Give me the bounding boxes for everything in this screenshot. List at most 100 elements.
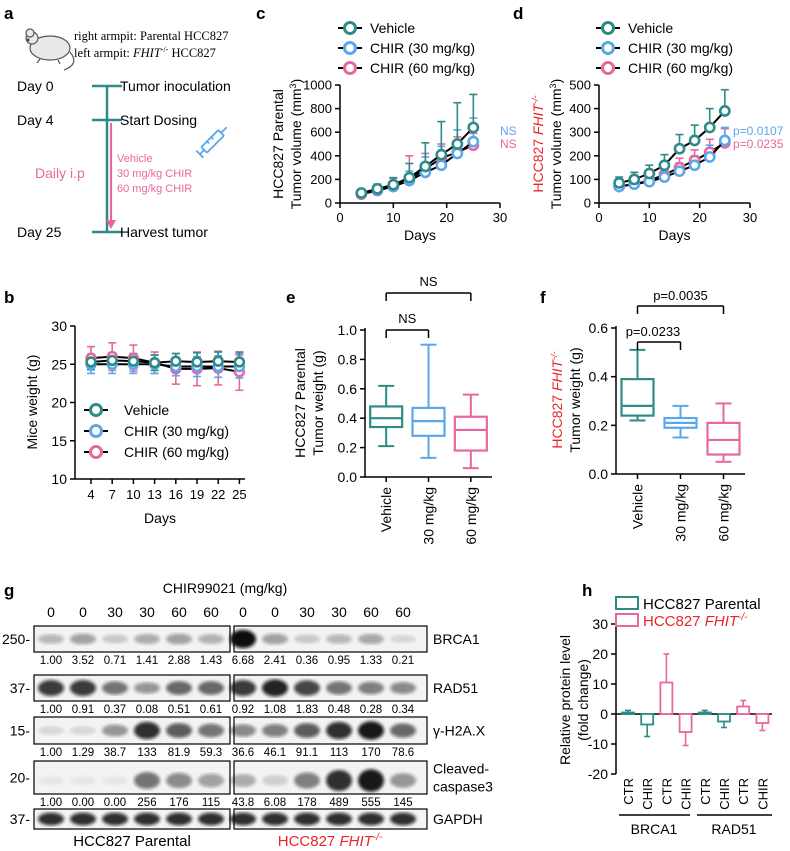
blot-band [262,812,288,826]
legend-label-sup: -/- [738,612,748,623]
protein-label-line2: caspase3 [433,779,493,795]
panel-f-label: f [540,288,546,307]
blot-band [102,681,128,695]
legend-marker [601,61,615,75]
quant-value: 1.00 [40,655,62,667]
x-tick-label: 13 [147,487,161,502]
x-tick-label: 60 mg/kg [463,487,479,545]
y-label-sup: 3 [288,83,298,88]
data-point [613,177,626,189]
x-axis-label: Days [404,227,436,243]
blot-band [390,812,416,826]
y-label-gene: FHIT [549,358,565,391]
y-tick-label: 20 [51,395,67,411]
y-tick-label: 500 [569,78,591,93]
x-tick-label: 60 mg/kg [716,484,732,542]
y-tick-label: 200 [569,148,591,163]
blot-band [70,812,96,826]
quant-value: 59.3 [200,747,222,759]
blot-band [358,633,384,645]
y-tick-label: 0.6 [589,320,609,336]
legend-label: Vehicle [124,402,169,418]
x-tick-label: 22 [211,487,225,502]
y-axis-label-line2: Tumor volume (mm3) [548,79,564,210]
y-axis-label-line1: HCC827 FHIT-/- [549,351,565,448]
y-label-end: ) [288,79,304,84]
mw-marker: 15- [10,723,31,739]
lane-dose-label: 0 [271,604,279,620]
y-axis-label-line1: Relative protein level [557,635,573,765]
quant-value: 0.36 [296,655,318,667]
blot-band [38,812,64,826]
data-point [170,355,182,367]
protein-label: γ-H2A.X [433,723,486,739]
bar [717,713,731,723]
legend-label-parental: HCC827 Parental [643,596,761,613]
chart-b-mice-weight: 10 15 20 25 30 4 7 10 13 16 19 22 25 Days Mice weight … [24,318,247,526]
lane-dose-label: 60 [203,604,219,620]
bar [697,711,712,715]
y-tick-label: 400 [310,148,332,163]
legend-swatch-parental [615,596,639,610]
panel-d-label: d [513,4,523,23]
x-tick-label: CHIR [755,778,770,810]
y-tick-label: 0.8 [338,351,358,367]
lane-dose-label: 30 [331,604,347,620]
data-point [643,167,656,180]
quant-value: 43.8 [232,797,254,809]
lane-dose-label: 60 [363,604,379,620]
blot-band [70,726,96,735]
y-label-gene-sup: -/- [530,95,540,104]
y-tick-label: 0 [600,706,608,722]
x-tick-label: 25 [232,487,246,502]
x-tick-label: CHIR [679,778,694,810]
chart-c-tumor-volume-parental: 0 200 400 600 800 1000 0 10 20 30 Days Vehicle CHIR … [270,20,517,243]
sig-label: NS [398,311,416,326]
legend-marker [343,21,357,35]
blot-band [326,812,352,826]
chart-f-tumor-weight-fhit: 0.0 0.2 0.4 0.6 Vehicle 30 mg/kg 60 mg/kg p=0.0… [549,288,745,542]
x-tick-label: CTR [621,778,636,805]
x-tick-label: 30 mg/kg [673,484,689,542]
blot-band [262,723,288,738]
blot-band [390,634,416,644]
blot-band [198,723,224,738]
data-point [419,160,432,173]
y-axis-label-line2: (fold change) [575,659,591,741]
blot-band [134,633,160,645]
mw-marker: 20- [10,770,31,786]
data-point [467,121,480,134]
x-tick-label: 0 [336,210,343,225]
x-tick-label: CTR [736,778,751,805]
annotation-p-60: p=0.0235 [733,137,784,151]
blot-band [294,723,320,738]
blot-band [166,681,192,695]
data-point [435,148,448,161]
quant-value: 0.00 [104,797,126,809]
y-tick-label: 15 [51,433,67,449]
legend-label: CHIR (30 mg/kg) [628,40,733,56]
data-point [718,134,731,147]
data-point [127,355,140,367]
annotation-p-30: p=0.0107 [733,124,784,138]
data-point [673,142,686,155]
group-label: RAD51 [711,821,756,837]
blot-band [230,773,256,788]
panel-g-western-blot: CHIR99021 (mg/kg) 0 0 30 30 60 60 0 0 30 30 60 60 250… [2,580,493,850]
protein-label: RAD51 [433,680,478,696]
box [620,378,655,417]
blot-band [326,769,352,792]
quant-value: 178 [297,797,316,809]
y-tick-label: 0.2 [338,440,358,456]
blot-band [166,812,192,826]
x-tick-label: 0 [595,210,602,225]
quant-value: 1.41 [136,655,158,667]
legend-marker [601,41,615,55]
blot-band [390,681,416,695]
blot-panel-left [33,674,231,702]
data-point [85,356,97,368]
bar [678,713,693,733]
bar [640,713,655,726]
blot-band [358,721,384,740]
mw-marker: 37- [10,680,31,696]
